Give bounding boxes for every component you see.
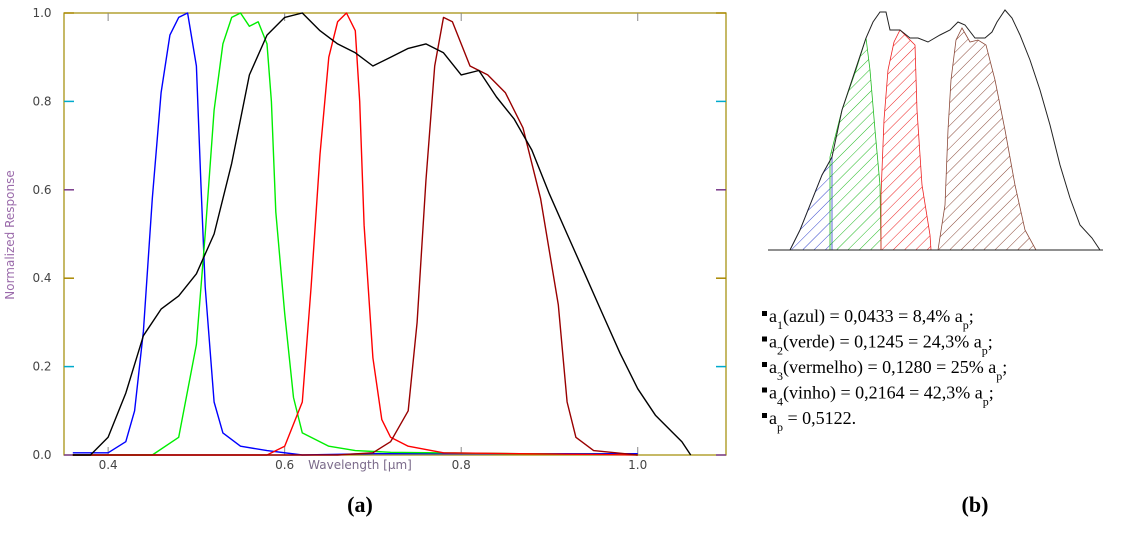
legend-bullet xyxy=(762,336,767,342)
plot-frame xyxy=(63,12,727,456)
y-tick-label: 0.4 xyxy=(32,271,51,285)
response-chart: 0.4 0.6 0.8 1.0 0.0 0.2 0.4 0.6 0.8 1.0 Wavelengt… xyxy=(3,6,727,472)
series-red-line xyxy=(72,12,638,456)
x-tick-label: 0.6 xyxy=(275,458,294,472)
x-tick-label: 0.8 xyxy=(452,458,471,472)
legend-bullet xyxy=(762,387,767,393)
caption-b: (b) xyxy=(962,492,989,517)
y-tick-label: 0.6 xyxy=(32,183,51,197)
y-tick-label: 0.0 xyxy=(32,448,51,462)
x-axis-title: Wavelength [μm] xyxy=(308,458,412,472)
area-legend: a1(azul) = 0,0433 = 8,4% ap;a2(verde) = … xyxy=(762,306,1007,434)
series-green-line xyxy=(72,12,638,456)
legend-bullet xyxy=(762,362,767,367)
legend-entry: a2(verde) = 0,1245 = 24,3% ap; xyxy=(769,332,993,358)
y-axis-title: Normalized Response xyxy=(3,170,17,300)
y-tick-label: 0.2 xyxy=(32,360,51,374)
region-a4-vinho xyxy=(937,27,1037,251)
y-tick-label: 0.8 xyxy=(32,94,51,108)
x-tick-label: 0.4 xyxy=(99,458,118,472)
legend-entry: a4(vinho) = 0,2164 = 42,3% ap; xyxy=(769,383,994,409)
region-a3-vermelho xyxy=(880,29,932,251)
x-tick-label: 1.0 xyxy=(628,458,647,472)
legend-entry: a1(azul) = 0,0433 = 8,4% ap; xyxy=(769,306,974,332)
legend-entry: a3(vermelho) = 0,1280 = 25% ap; xyxy=(769,357,1007,383)
legend-bullet xyxy=(762,413,767,418)
caption-a: (a) xyxy=(347,492,373,517)
series-blue-line xyxy=(72,12,638,456)
region-outline xyxy=(768,9,1103,251)
area-diagram xyxy=(768,9,1103,251)
series-black-line xyxy=(72,12,692,456)
legend-entry: ap = 0,5122. xyxy=(769,408,856,434)
y-tick-label: 1.0 xyxy=(32,6,51,20)
region-a2-verde xyxy=(829,37,882,251)
series-darkred-line xyxy=(72,16,638,456)
legend-bullet xyxy=(762,311,767,316)
